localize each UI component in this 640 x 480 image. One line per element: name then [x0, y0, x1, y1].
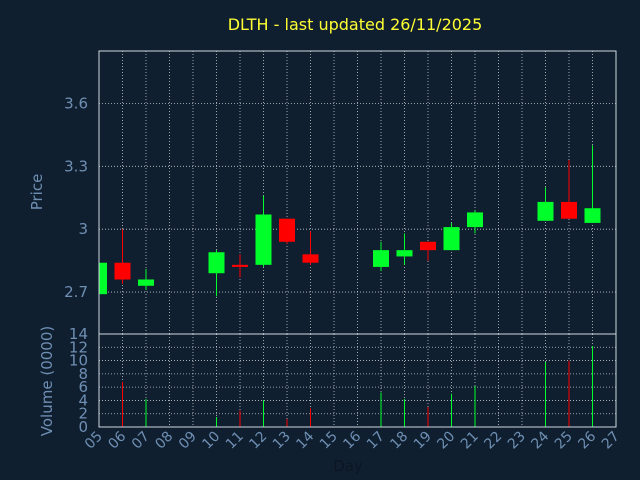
x-tick-label: 25: [552, 429, 576, 453]
x-tick-label: 19: [411, 429, 435, 453]
x-tick-label: 08: [152, 429, 176, 453]
x-tick-label: 13: [270, 429, 294, 453]
candle-body: [467, 212, 483, 228]
volume-tick-label: 12: [69, 338, 88, 356]
volume-tick-label: 6: [78, 378, 88, 396]
volume-tick-label: 10: [69, 352, 88, 370]
x-tick-label: 17: [364, 429, 388, 453]
x-tick-label: 06: [105, 428, 129, 452]
x-tick-label: 21: [458, 429, 482, 453]
candle-body: [279, 218, 295, 242]
volume-grid: [99, 334, 616, 427]
volume-frame: [98, 333, 617, 428]
price-tick-label: 3.6: [64, 94, 88, 112]
day-x-axis: 05 06 07 08 09 10 11 12 13 14 15 16 17 18 19 20 21 22 23 24…: [82, 428, 623, 452]
candle-body: [208, 252, 225, 274]
x-tick-label: 14: [293, 428, 317, 452]
x-tick-label: 16: [340, 428, 364, 452]
volume-tick-label: 2: [78, 405, 88, 423]
price-tick-label: 3.3: [64, 157, 88, 175]
candle-body: [232, 264, 248, 267]
x-tick-label: 22: [481, 429, 505, 453]
x-tick-label: 15: [317, 429, 341, 453]
x-tick-label: 23: [505, 429, 529, 453]
candle-body: [584, 208, 601, 223]
price-candles: [98, 145, 601, 297]
candle-body: [302, 254, 319, 263]
x-tick-label: 24: [528, 428, 552, 452]
x-tick-label: 18: [387, 429, 411, 453]
chart-title: DLTH - last updated 26/11/2025: [228, 15, 483, 34]
price-y-axis: 2.7 3 3.3 3.6: [64, 94, 88, 301]
price-tick-label: 3: [78, 220, 88, 238]
volume-tick-label: 4: [78, 391, 88, 409]
volume-bars: [98, 345, 593, 427]
x-tick-label: 07: [129, 429, 153, 453]
price-grid: [99, 51, 616, 334]
x-tick-label: 09: [176, 429, 200, 453]
candle-body: [255, 214, 272, 265]
x-tick-label: 11: [223, 429, 247, 453]
candle-body: [396, 250, 413, 257]
candle-body: [561, 201, 577, 219]
candle-body: [420, 241, 436, 251]
candle-body: [114, 262, 131, 280]
volume-tick-label: 8: [78, 365, 88, 383]
candle-body: [537, 201, 554, 221]
volume-tick-label: 0: [78, 418, 88, 436]
volume-axis-label: Volume (0000): [38, 326, 56, 436]
candle-body: [443, 227, 460, 251]
price-tick-label: 2.7: [64, 283, 88, 301]
x-tick-label: 26: [575, 428, 599, 452]
x-axis-label: Day: [333, 457, 363, 475]
x-tick-label: 20: [434, 429, 458, 453]
candle-body: [99, 262, 107, 295]
price-panel: 2.7 3 3.3 3.6 Price: [28, 50, 617, 335]
volume-tick-label: 14: [69, 325, 88, 343]
x-tick-label: 12: [246, 429, 270, 453]
x-tick-label: 27: [599, 429, 623, 453]
price-axis-label: Price: [28, 174, 46, 211]
x-tick-label: 10: [199, 429, 223, 453]
candle-body: [373, 250, 389, 267]
candle-body: [138, 279, 154, 286]
